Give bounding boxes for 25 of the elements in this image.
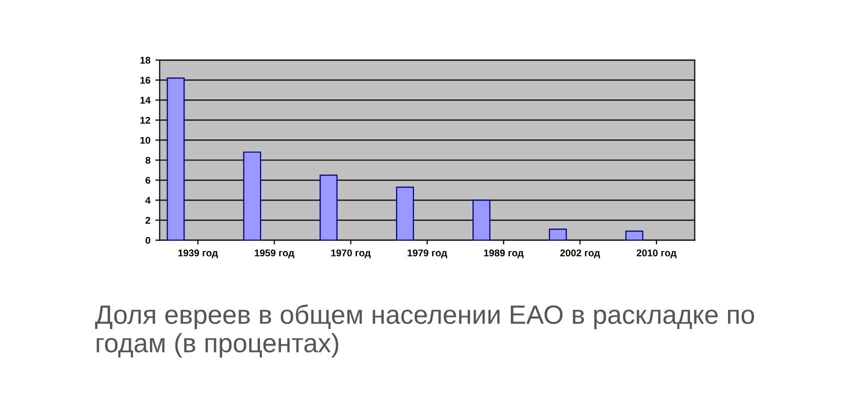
y-tick-label: 18 — [140, 56, 150, 64]
y-tick-label: 12 — [140, 116, 150, 124]
text: Доля евреев в общем населении ЕАО в раскладке по годам (в процентах) — [95, 304, 754, 358]
bar — [396, 186, 414, 240]
bar — [625, 230, 644, 240]
x-tick-label: 2002 год — [560, 249, 600, 258]
y-tick-label: 10 — [140, 136, 150, 144]
x-tick-label: 1959 год — [254, 249, 294, 258]
bar — [548, 228, 567, 240]
y-tick-label: 4 — [145, 196, 151, 204]
y-tick-label: 0 — [146, 236, 150, 244]
x-tick-label: 1979 год — [408, 249, 448, 258]
y-tick-label: 6 — [146, 176, 150, 184]
bar — [166, 78, 185, 240]
bar — [243, 152, 262, 240]
y-tick-label: 14 — [140, 96, 151, 104]
x-tick-label: 1989 год — [484, 249, 524, 258]
bar — [472, 200, 490, 240]
y-tick-label: 8 — [146, 156, 150, 164]
bar — [320, 174, 338, 240]
y-tick-label: 2 — [146, 216, 150, 224]
y-tick-label: 16 — [140, 76, 150, 84]
x-tick-label: 1939 год — [178, 249, 218, 258]
x-tick-label: 1970 год — [331, 249, 371, 258]
x-tick-label: 2010 год — [636, 249, 676, 258]
